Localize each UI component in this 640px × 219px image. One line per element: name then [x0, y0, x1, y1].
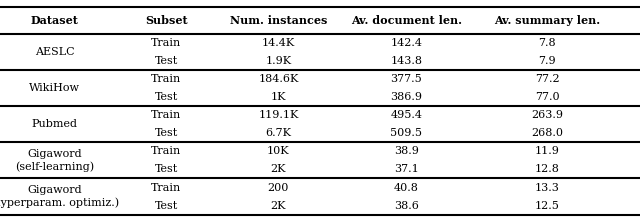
Text: Subset: Subset: [145, 15, 188, 26]
Text: 377.5: 377.5: [390, 74, 422, 84]
Text: 119.1K: 119.1K: [258, 110, 299, 120]
Text: 14.4K: 14.4K: [262, 38, 295, 48]
Text: 7.9: 7.9: [538, 56, 556, 66]
Text: Train: Train: [151, 110, 182, 120]
Text: Gigaword
(self-learning): Gigaword (self-learning): [15, 149, 94, 172]
Text: Train: Train: [151, 146, 182, 156]
Text: 1K: 1K: [271, 92, 286, 102]
Text: 200: 200: [268, 182, 289, 193]
Text: Test: Test: [155, 164, 178, 175]
Text: 38.6: 38.6: [394, 201, 419, 211]
Text: 495.4: 495.4: [390, 110, 422, 120]
Text: 38.9: 38.9: [394, 146, 419, 156]
Text: 509.5: 509.5: [390, 128, 422, 138]
Text: AESLC: AESLC: [35, 47, 74, 57]
Text: Train: Train: [151, 38, 182, 48]
Text: 13.3: 13.3: [535, 182, 559, 193]
Text: 37.1: 37.1: [394, 164, 419, 175]
Text: Test: Test: [155, 92, 178, 102]
Text: Av. summary len.: Av. summary len.: [494, 15, 600, 26]
Text: WikiHow: WikiHow: [29, 83, 80, 93]
Text: 6.7K: 6.7K: [266, 128, 291, 138]
Text: 2K: 2K: [271, 164, 286, 175]
Text: Train: Train: [151, 182, 182, 193]
Text: 7.8: 7.8: [538, 38, 556, 48]
Text: 386.9: 386.9: [390, 92, 422, 102]
Text: 2K: 2K: [271, 201, 286, 211]
Text: 268.0: 268.0: [531, 128, 563, 138]
Text: Dataset: Dataset: [31, 15, 78, 26]
Text: 184.6K: 184.6K: [258, 74, 299, 84]
Text: Test: Test: [155, 56, 178, 66]
Text: Num. instances: Num. instances: [230, 15, 327, 26]
Text: 12.8: 12.8: [535, 164, 559, 175]
Text: 142.4: 142.4: [390, 38, 422, 48]
Text: Train: Train: [151, 74, 182, 84]
Text: Pubmed: Pubmed: [31, 119, 77, 129]
Text: 10K: 10K: [267, 146, 290, 156]
Text: 12.5: 12.5: [535, 201, 559, 211]
Text: Gigaword
(hyperparam. optimiz.): Gigaword (hyperparam. optimiz.): [0, 185, 120, 208]
Text: 77.0: 77.0: [535, 92, 559, 102]
Text: 40.8: 40.8: [394, 182, 419, 193]
Text: 143.8: 143.8: [390, 56, 422, 66]
Text: 77.2: 77.2: [535, 74, 559, 84]
Text: Test: Test: [155, 201, 178, 211]
Text: 1.9K: 1.9K: [266, 56, 291, 66]
Text: 11.9: 11.9: [535, 146, 559, 156]
Text: 263.9: 263.9: [531, 110, 563, 120]
Text: Test: Test: [155, 128, 178, 138]
Text: Av. document len.: Av. document len.: [351, 15, 462, 26]
